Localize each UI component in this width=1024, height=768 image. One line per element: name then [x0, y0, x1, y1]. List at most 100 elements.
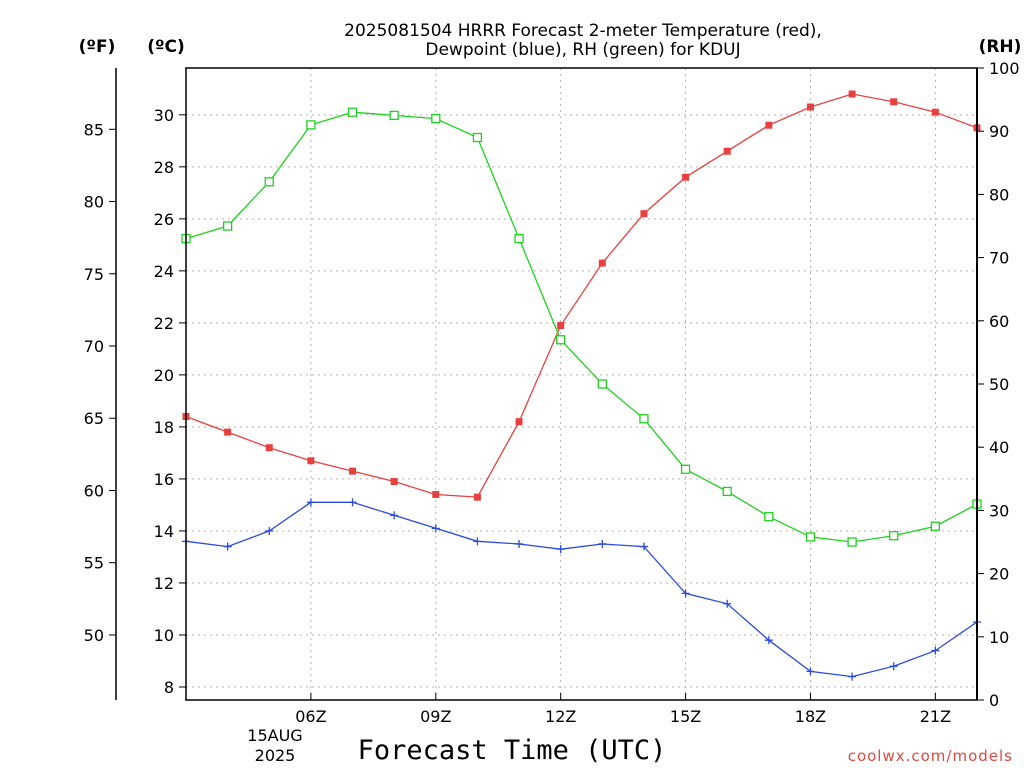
celsius-tick-label: 22 — [154, 314, 174, 333]
rh-point — [472, 132, 483, 143]
rh-point — [264, 177, 274, 187]
dewpoint-point — [598, 539, 607, 548]
celsius-tick-label: 18 — [154, 418, 174, 437]
dewpoint-point — [806, 667, 815, 676]
x-tick-label: 09Z — [420, 707, 451, 726]
rh-point — [306, 120, 316, 130]
x-axis-label: Forecast Time (UTC) — [358, 735, 667, 766]
rh-point — [889, 531, 899, 541]
rh-point — [431, 113, 441, 124]
temperature-point — [224, 428, 232, 436]
rh-point — [389, 110, 399, 121]
rh-unit-label: (RH) — [979, 37, 1022, 57]
rh-point — [597, 379, 607, 389]
temperature-point — [848, 90, 856, 98]
rh-tick-label: 90 — [989, 122, 1009, 141]
dewpoint-point — [556, 545, 565, 554]
rh-point — [722, 486, 732, 497]
chart-title-line2: Dewpoint (blue), RH (green) for KDUJ — [425, 40, 740, 60]
celsius-tick-label: 8 — [164, 678, 174, 697]
dewpoint-point — [265, 526, 274, 535]
dewpoint-point — [306, 498, 315, 507]
temperature-point — [390, 478, 398, 486]
rh-point — [847, 537, 857, 547]
temperature-point — [307, 457, 315, 465]
temperature-point — [890, 98, 898, 106]
rh-tick-label: 0 — [989, 691, 999, 710]
dewpoint-point — [848, 672, 857, 681]
temperature-point — [473, 493, 481, 501]
rh-tick-label: 50 — [989, 375, 1009, 394]
credit-text: coolwx.com/models — [848, 747, 1013, 765]
rh-tick-label: 20 — [989, 565, 1009, 584]
dewpoint-point — [431, 524, 440, 533]
dewpoint-point — [348, 498, 357, 507]
celsius-tick-label: 12 — [154, 574, 174, 593]
rh-tick-label: 100 — [989, 59, 1020, 78]
celsius-tick-label: 30 — [154, 106, 174, 125]
dewpoint-point — [473, 537, 482, 546]
rh-point — [639, 414, 649, 424]
rh-tick-label: 30 — [989, 501, 1009, 520]
celsius-tick-label: 10 — [154, 626, 174, 645]
rh-point — [347, 107, 358, 117]
dewpoint-point — [390, 511, 399, 520]
dewpoint-point — [889, 662, 898, 671]
rh-point — [680, 464, 691, 474]
x-tick-label: 12Z — [545, 707, 576, 726]
rh-tick-label: 60 — [989, 312, 1009, 331]
dewpoint-point — [723, 599, 732, 608]
fahrenheit-tick-label: 75 — [84, 265, 104, 284]
series-layer — [181, 90, 982, 681]
rh-point — [514, 233, 524, 244]
celsius-tick-label: 24 — [154, 262, 174, 281]
temperature-point — [349, 467, 357, 475]
rh-point — [556, 335, 566, 345]
rh-tick-label: 80 — [989, 185, 1009, 204]
dewpoint-point — [515, 539, 524, 548]
temperature-line — [185, 93, 978, 498]
temperature-point — [557, 321, 565, 329]
rh-point — [930, 521, 941, 531]
fahrenheit-tick-label: 70 — [84, 337, 104, 356]
temperature-point — [515, 418, 523, 426]
temperature-point — [682, 173, 690, 181]
dewpoint-point — [931, 646, 940, 655]
celsius-tick-label: 14 — [154, 522, 174, 541]
x-tick-label: 15Z — [670, 707, 701, 726]
celsius-tick-label: 20 — [154, 366, 174, 385]
rh-tick-label: 10 — [989, 628, 1009, 647]
temperature-point — [806, 103, 814, 111]
rh-line — [185, 111, 978, 543]
temperature-point — [723, 147, 731, 155]
temperature-point — [931, 108, 939, 116]
x-tick-label: 21Z — [920, 707, 951, 726]
axes — [109, 67, 984, 701]
temperature-point — [432, 491, 440, 499]
celsius-tick-label: 28 — [154, 158, 174, 177]
temperature-point — [265, 444, 273, 452]
date-label-year: 2025 — [255, 746, 296, 765]
rh-point — [805, 532, 816, 542]
celsius-unit-label: (ºC) — [147, 37, 185, 57]
dewpoint-point — [764, 636, 773, 645]
plot-frame — [185, 67, 978, 701]
celsius-tick-label: 16 — [154, 470, 174, 489]
temperature-point — [765, 121, 773, 129]
temperature-point — [640, 210, 648, 218]
x-tick-label: 06Z — [295, 707, 326, 726]
fahrenheit-tick-label: 85 — [84, 120, 104, 139]
dewpoint-point — [639, 542, 648, 551]
date-label-day: 15AUG — [247, 726, 302, 745]
x-tick-label: 18Z — [795, 707, 826, 726]
tick-labels: 8 10 12 14 16 18 20 22 24 26 28 30 50 55 60 65 70 75 80 85 0… — [84, 59, 1020, 726]
temperature-point — [598, 259, 606, 267]
grid — [186, 68, 977, 700]
fahrenheit-tick-label: 80 — [84, 193, 104, 212]
fahrenheit-tick-label: 50 — [84, 626, 104, 645]
celsius-tick-label: 26 — [154, 210, 174, 229]
dewpoint-point — [681, 589, 690, 598]
fahrenheit-tick-label: 60 — [84, 481, 104, 500]
fahrenheit-tick-label: 55 — [84, 554, 104, 573]
